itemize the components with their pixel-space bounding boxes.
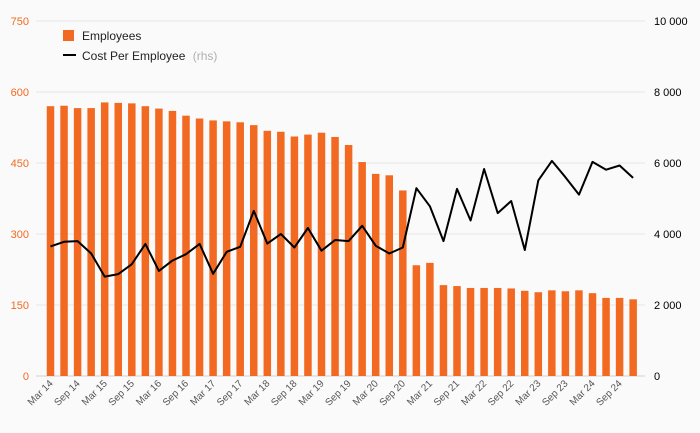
x-tick-label: Mar 19 — [297, 378, 327, 408]
left-tick-label: 0 — [23, 371, 29, 383]
left-tick-label: 450 — [11, 158, 29, 170]
x-tick-label: Sep 14 — [53, 378, 83, 408]
legend-employees-label: Employees — [82, 29, 141, 43]
legend-cost-text: Cost Per Employee — [82, 49, 186, 63]
x-tick-label: Sep 16 — [161, 378, 191, 408]
employees-bar — [439, 285, 448, 376]
x-tick-label: Sep 24 — [595, 378, 625, 408]
employees-bar — [128, 103, 136, 377]
legend-cost-suffix: (rhs) — [193, 49, 218, 63]
legend-cost-label: Cost Per Employee (rhs) — [82, 49, 217, 63]
employees-bar — [222, 121, 231, 376]
x-tick-label: Mar 21 — [405, 378, 435, 408]
employees-bar — [371, 173, 380, 376]
right-tick-label: 2 000 — [654, 300, 682, 312]
x-tick-label: Mar 16 — [134, 378, 164, 408]
right-tick-label: 8 000 — [654, 87, 682, 99]
employees-bar — [399, 190, 407, 376]
cost-per-employee-line — [50, 159, 634, 278]
employees-bar — [575, 290, 583, 376]
x-tick-label: Sep 21 — [432, 378, 462, 408]
right-axis-ticks: 0 2 000 4 000 6 000 8 000 10 000 — [654, 16, 688, 383]
employees-bar — [277, 131, 285, 376]
employees-bar — [358, 162, 366, 376]
employees-bar — [548, 290, 556, 376]
employees-bar — [331, 136, 339, 376]
employees-bar — [46, 106, 55, 376]
employees-bar — [507, 288, 515, 376]
employees-bar — [290, 136, 299, 376]
employees-bar — [534, 292, 543, 376]
employees-bars — [46, 102, 637, 377]
left-axis-ticks: 0 150 300 450 600 750 — [11, 16, 29, 383]
employees-bar — [250, 125, 258, 376]
x-tick-label: Mar 18 — [243, 378, 273, 408]
employees-bar — [426, 262, 434, 376]
x-tick-label: Mar 17 — [188, 378, 218, 408]
left-tick-label: 750 — [11, 16, 29, 28]
x-tick-label: Sep 22 — [486, 378, 516, 408]
right-tick-label: 4 000 — [654, 229, 682, 241]
x-tick-label: Sep 15 — [107, 378, 137, 408]
employees-bar — [304, 134, 312, 376]
left-tick-label: 150 — [11, 300, 29, 312]
employees-bar — [493, 287, 502, 376]
x-tick-label: Mar 14 — [26, 378, 56, 408]
employees-bar — [87, 108, 95, 377]
employees-bar — [168, 110, 177, 376]
employees-bar — [521, 290, 529, 376]
legend-bar-swatch — [63, 30, 74, 41]
employees-bar — [602, 297, 610, 376]
employees-bar — [155, 108, 163, 377]
x-tick-label: Sep 19 — [324, 378, 354, 408]
employees-bar — [100, 102, 109, 376]
x-tick-label: Sep 23 — [540, 378, 570, 408]
x-tick-label: Sep 18 — [269, 378, 299, 408]
employees-bar — [344, 145, 353, 376]
x-tick-label: Mar 22 — [459, 378, 489, 408]
employees-bar — [588, 293, 597, 376]
x-tick-label: Mar 20 — [351, 378, 381, 408]
right-tick-label: 10 000 — [654, 16, 688, 28]
employees-bar — [412, 265, 421, 376]
employees-bar — [195, 118, 204, 377]
x-tick-label: Mar 24 — [568, 378, 598, 408]
left-tick-label: 600 — [11, 87, 29, 99]
employees-bar — [209, 120, 217, 377]
employees-bar — [466, 287, 475, 376]
gridlines — [36, 20, 645, 377]
x-tick-label: Mar 15 — [80, 378, 110, 408]
employees-bar — [385, 175, 393, 376]
x-tick-label: Mar 23 — [514, 378, 544, 408]
employees-bar — [182, 115, 190, 377]
employees-bar — [453, 286, 461, 376]
employees-bar — [629, 299, 637, 376]
employees-bar — [615, 297, 624, 376]
employees-bar — [317, 132, 326, 376]
employees-bar — [141, 106, 150, 376]
left-tick-label: 300 — [11, 229, 29, 241]
employees-bar — [561, 291, 570, 376]
legend: Employees Cost Per Employee (rhs) — [63, 29, 217, 63]
right-tick-label: 6 000 — [654, 158, 682, 170]
employees-bar — [263, 130, 272, 376]
right-tick-label: 0 — [654, 371, 660, 383]
x-tick-label: Sep 20 — [378, 378, 408, 408]
employees-bar — [480, 287, 488, 376]
employees-bar — [114, 102, 122, 377]
x-tick-label: Sep 17 — [215, 378, 245, 408]
employees-bar — [236, 122, 244, 376]
